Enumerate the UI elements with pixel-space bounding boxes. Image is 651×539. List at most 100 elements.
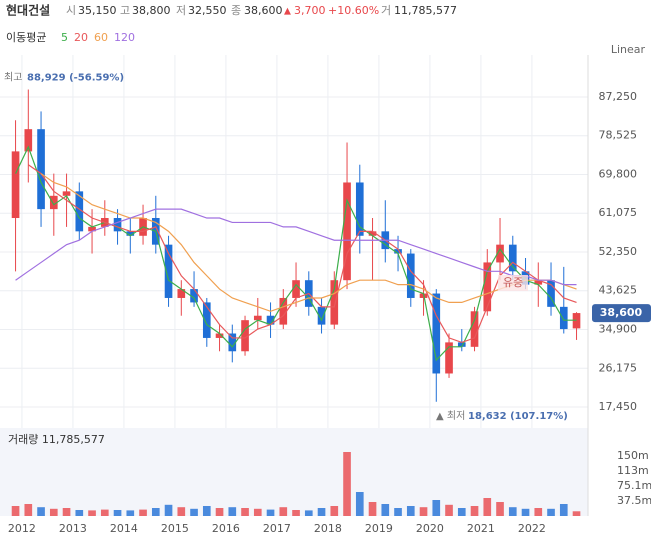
volume-bar bbox=[253, 508, 262, 516]
candle-body bbox=[241, 320, 249, 352]
candle-body bbox=[253, 315, 262, 321]
volume-bar bbox=[432, 500, 441, 516]
ma-label: 이동평균 bbox=[6, 31, 46, 44]
x-tick-label: 2019 bbox=[365, 522, 393, 535]
volume-bar bbox=[266, 509, 275, 516]
volume-bar bbox=[317, 508, 326, 516]
volume-bar bbox=[368, 502, 377, 516]
candle-body bbox=[445, 342, 453, 374]
candle-body bbox=[330, 280, 339, 325]
volume-bar bbox=[49, 508, 58, 516]
volume-bar bbox=[559, 504, 568, 516]
candle-body bbox=[228, 333, 237, 352]
volume-bar bbox=[534, 508, 543, 516]
volume-bar bbox=[330, 506, 339, 516]
high-note-prefix: 최고 bbox=[4, 72, 22, 84]
candle-body bbox=[88, 226, 96, 232]
candle-body bbox=[75, 191, 84, 232]
y-tick-label: 43,625 bbox=[599, 284, 638, 297]
last-price-box bbox=[592, 304, 651, 323]
volume-bar bbox=[572, 511, 581, 516]
change-arrow: ▲ bbox=[284, 7, 291, 17]
y-tick-label: 69,800 bbox=[599, 167, 638, 180]
volume-bar bbox=[457, 508, 466, 516]
open-label: 시 bbox=[66, 4, 76, 17]
candle-body bbox=[432, 293, 441, 374]
candle-body bbox=[547, 280, 555, 307]
close-label: 종 bbox=[231, 4, 241, 17]
volume-bar bbox=[177, 507, 186, 516]
candle-body bbox=[62, 191, 71, 196]
volume-bar bbox=[228, 507, 237, 516]
x-tick-label: 2021 bbox=[467, 522, 495, 535]
volume-bar bbox=[100, 509, 109, 516]
low: 32,550 bbox=[188, 4, 227, 17]
x-tick-label: 2014 bbox=[110, 522, 138, 535]
volume-bar bbox=[419, 507, 428, 516]
low-label: 저 bbox=[176, 4, 186, 17]
x-tick-label: 2022 bbox=[518, 522, 546, 535]
volume-bar bbox=[483, 498, 492, 516]
x-tick-label: 2016 bbox=[212, 522, 240, 535]
candle-body bbox=[279, 297, 288, 325]
x-tick-label: 2018 bbox=[314, 522, 342, 535]
y-tick-label: 78,525 bbox=[599, 129, 638, 142]
volume-bar bbox=[292, 510, 300, 516]
x-tick-label: 2017 bbox=[263, 522, 291, 535]
volume-title: 거래량 11,785,577 bbox=[8, 433, 105, 446]
change-pct: +10.60% bbox=[328, 4, 379, 17]
candle-body bbox=[534, 280, 543, 285]
candle-body bbox=[394, 249, 402, 254]
high: 38,800 bbox=[132, 4, 171, 17]
legend-item: 120 bbox=[114, 31, 135, 44]
volume-bar bbox=[151, 508, 160, 516]
candle-body bbox=[202, 302, 211, 338]
x-tick-label: 2015 bbox=[161, 522, 189, 535]
volume: 11,785,577 bbox=[394, 4, 457, 17]
moving-average bbox=[15, 208, 577, 286]
volume-bar bbox=[113, 510, 122, 516]
candle-body bbox=[292, 280, 300, 298]
legend-item: 60 bbox=[94, 31, 108, 44]
high-label: 고 bbox=[120, 4, 130, 17]
candle-body bbox=[343, 182, 351, 281]
y-tick-label: 61,075 bbox=[599, 206, 638, 219]
volume-bar bbox=[139, 509, 147, 516]
candle-body bbox=[215, 333, 224, 338]
candle-body bbox=[496, 244, 504, 263]
y-tick-label: 17,450 bbox=[599, 400, 638, 413]
volume-bar bbox=[75, 510, 84, 516]
candle-body bbox=[49, 195, 58, 210]
volume-bar bbox=[279, 507, 288, 516]
volume-bar bbox=[394, 508, 402, 516]
moving-average bbox=[27, 164, 577, 344]
stock-name: 현대건설 bbox=[6, 3, 50, 18]
y2-tick-label: 113m bbox=[617, 464, 649, 477]
candle-body bbox=[406, 253, 415, 298]
volume-bar bbox=[508, 507, 517, 516]
volume-bar bbox=[304, 510, 313, 516]
candle-body bbox=[368, 231, 377, 236]
volume-bar bbox=[24, 504, 33, 516]
candle-body bbox=[559, 306, 568, 330]
volume-bar bbox=[190, 508, 198, 516]
low-note-prefix: ▲ 최저 bbox=[436, 410, 465, 422]
volume-bar bbox=[470, 506, 479, 516]
scale-label: Linear bbox=[611, 43, 646, 56]
y2-tick-label: 150m bbox=[617, 449, 649, 462]
candle-body bbox=[572, 313, 581, 329]
volume-bar bbox=[126, 510, 135, 516]
volume-bar bbox=[11, 506, 20, 516]
candle-body bbox=[126, 231, 135, 236]
volume-bar bbox=[37, 507, 45, 516]
candle-body bbox=[266, 315, 275, 325]
volume-bar bbox=[547, 508, 555, 516]
volume-bar bbox=[521, 508, 530, 516]
candle-body bbox=[37, 129, 45, 210]
candle-body bbox=[317, 306, 326, 325]
x-tick-label: 2013 bbox=[59, 522, 87, 535]
high-note: 88,929 (-56.59%) bbox=[27, 73, 124, 84]
volume-bar bbox=[496, 502, 504, 516]
